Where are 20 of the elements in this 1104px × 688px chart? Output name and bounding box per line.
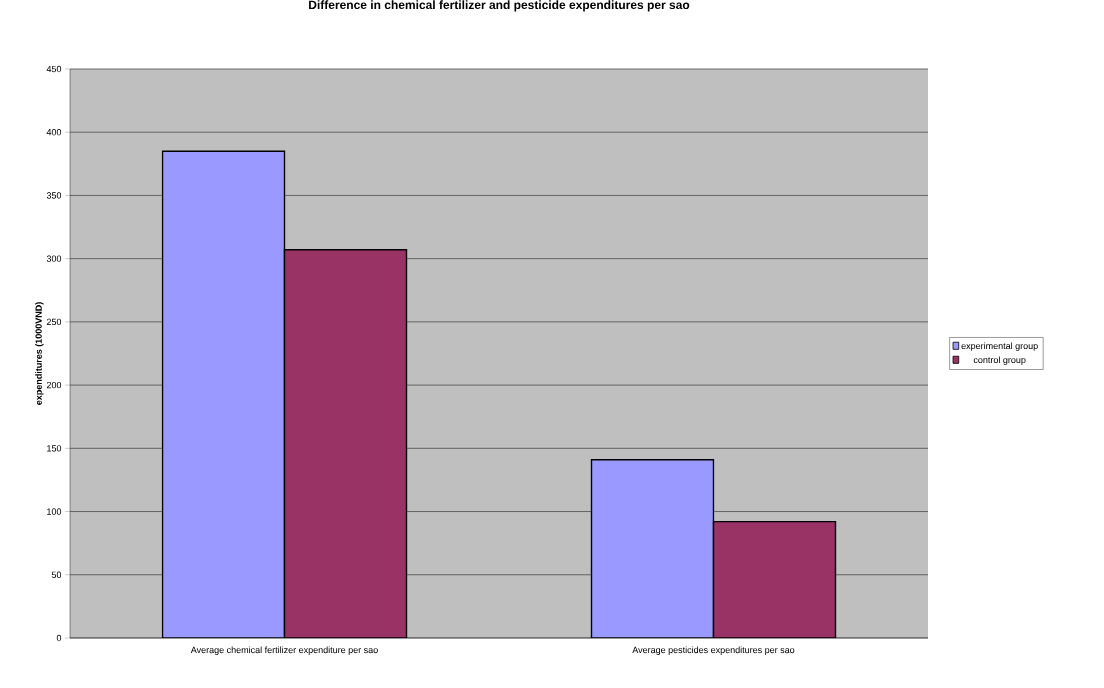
bar [712, 520, 837, 638]
y-tick-label: 250 [46, 318, 62, 326]
y-tick-label: 100 [47, 508, 62, 515]
bar [590, 459, 715, 638]
y-tick-label: 450 [46, 65, 62, 73]
legend-label: experimental group [961, 342, 1038, 351]
y-tick-label: 300 [46, 255, 62, 262]
y-tick-label: 150 [47, 445, 62, 452]
chart-title: Difference in chemical fertilizer and pesticide expenditures per sao [309, 0, 690, 12]
y-tick-label: 350 [46, 192, 62, 199]
y-axis-title: expenditures (1000VND) [35, 302, 44, 405]
bar [161, 150, 286, 638]
bar [283, 249, 408, 638]
y-tick-label: 50 [51, 571, 62, 578]
x-tick-label: Average pesticides expenditures per sao [632, 646, 795, 655]
y-tick-label: 400 [46, 129, 62, 136]
x-tick-label: Average chemical fertilizer expenditure per sao [190, 646, 378, 655]
y-tick-label: 0 [56, 634, 62, 642]
legend-label: control group [973, 356, 1026, 365]
y-tick-label: 200 [46, 381, 62, 389]
